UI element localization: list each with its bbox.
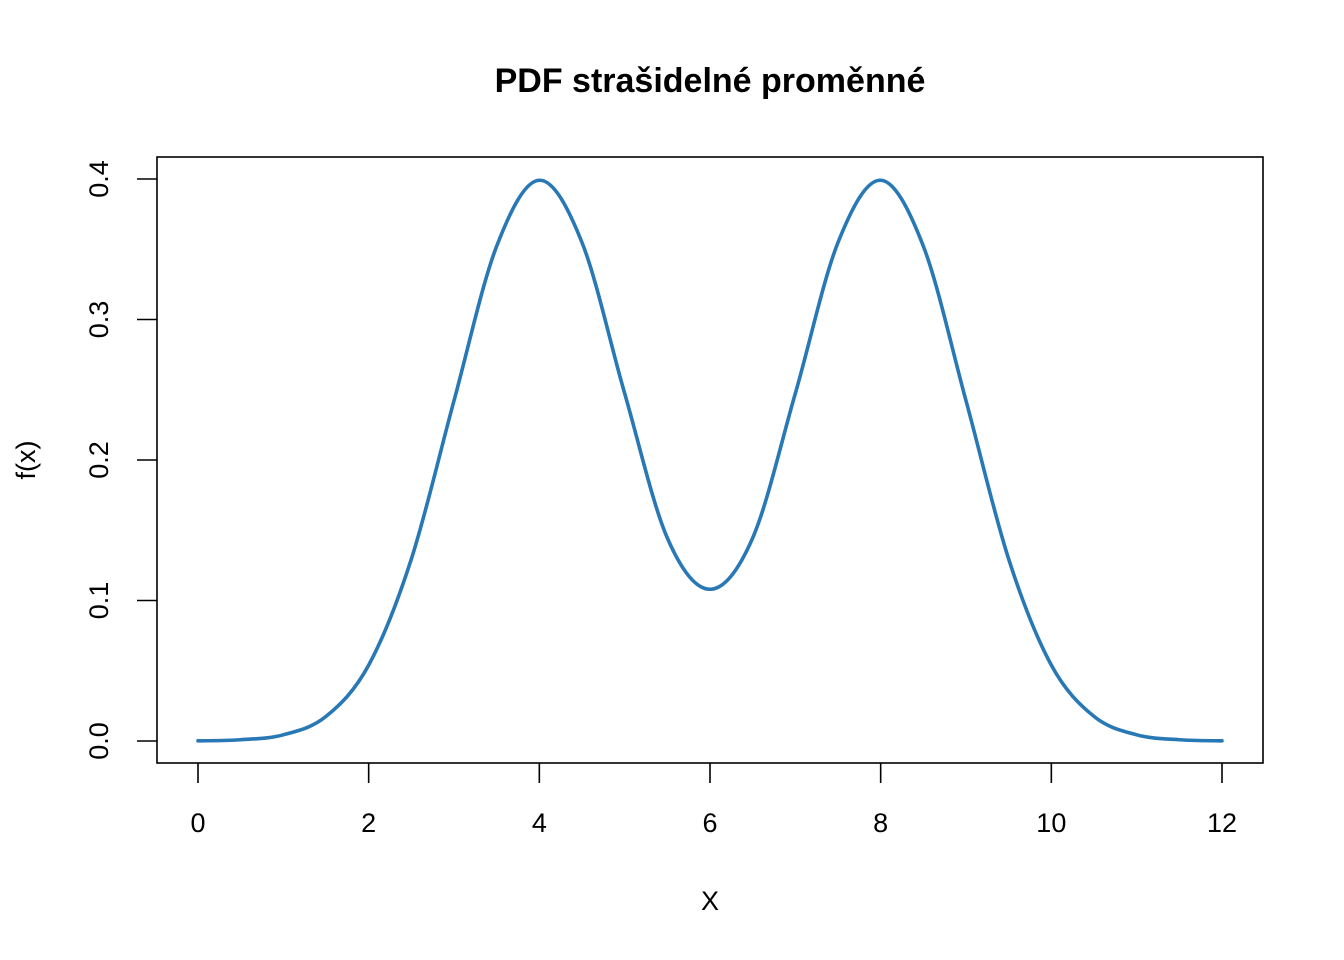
y-axis-label: f(x) xyxy=(11,441,41,480)
x-tick-label: 10 xyxy=(1036,808,1066,838)
y-tick-label: 0.3 xyxy=(84,301,114,339)
y-axis: 0.0 0.1 0.2 0.3 0.4 xyxy=(84,160,157,760)
y-tick-label: 0.0 xyxy=(84,722,114,760)
x-tick-label: 6 xyxy=(702,808,717,838)
x-tick-label: 4 xyxy=(532,808,547,838)
chart-title: PDF strašidelné proměnné xyxy=(495,62,926,100)
series-line-1 xyxy=(196,178,1224,743)
x-axis-label: X xyxy=(701,886,719,916)
x-tick-label: 8 xyxy=(873,808,888,838)
x-axis: 0 2 4 6 8 10 12 xyxy=(190,763,1237,838)
x-tick-label: 2 xyxy=(361,808,376,838)
y-tick-label: 0.2 xyxy=(84,441,114,479)
plot-frame xyxy=(156,156,1264,764)
y-tick-label: 0.4 xyxy=(84,160,114,198)
y-tick-label: 0.1 xyxy=(84,582,114,620)
x-tick-label: 12 xyxy=(1207,808,1237,838)
x-tick-label: 0 xyxy=(190,808,205,838)
